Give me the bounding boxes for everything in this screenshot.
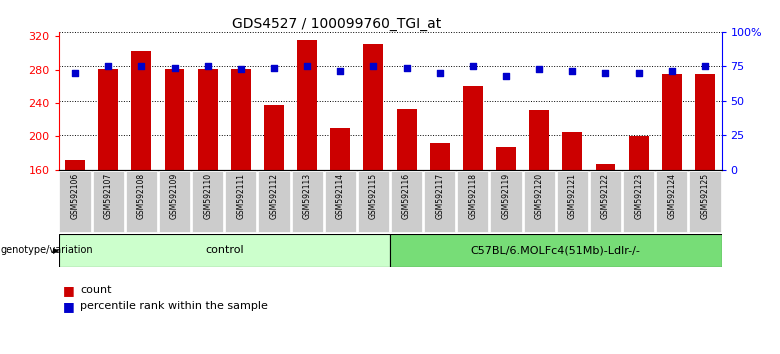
FancyBboxPatch shape [557, 171, 588, 232]
Point [466, 64, 479, 69]
Text: count: count [80, 285, 112, 295]
Point [268, 65, 280, 70]
Point [235, 66, 247, 72]
FancyBboxPatch shape [58, 234, 390, 267]
Text: GSM592121: GSM592121 [568, 173, 577, 219]
Bar [529, 110, 549, 170]
Text: GSM592106: GSM592106 [70, 173, 80, 219]
Text: GSM592108: GSM592108 [136, 173, 146, 219]
Text: GSM592107: GSM592107 [104, 173, 113, 219]
Bar [165, 69, 184, 170]
Text: GSM592119: GSM592119 [502, 173, 511, 219]
Title: GDS4527 / 100099760_TGI_at: GDS4527 / 100099760_TGI_at [232, 17, 441, 31]
FancyBboxPatch shape [358, 171, 389, 232]
Bar [66, 160, 85, 170]
Text: GSM592125: GSM592125 [700, 173, 710, 219]
Bar [629, 136, 649, 170]
Text: C57BL/6.MOLFc4(51Mb)-Ldlr-/-: C57BL/6.MOLFc4(51Mb)-Ldlr-/- [471, 245, 640, 256]
FancyBboxPatch shape [491, 171, 522, 232]
Bar [297, 40, 317, 170]
Text: GSM592123: GSM592123 [634, 173, 644, 219]
Point [665, 68, 678, 73]
Point [633, 70, 645, 76]
Text: GSM592117: GSM592117 [435, 173, 445, 219]
Bar [331, 128, 350, 170]
Text: GSM592111: GSM592111 [236, 173, 246, 219]
Point [500, 73, 512, 79]
Point [434, 70, 446, 76]
Bar [596, 164, 615, 170]
Point [301, 64, 314, 69]
FancyBboxPatch shape [656, 171, 687, 232]
Point [334, 68, 346, 73]
Bar [396, 109, 417, 170]
FancyBboxPatch shape [324, 171, 356, 232]
Point [566, 68, 579, 73]
Text: GSM592112: GSM592112 [269, 173, 278, 219]
Text: GSM592113: GSM592113 [303, 173, 312, 219]
Point [135, 64, 147, 69]
Bar [496, 147, 516, 170]
Text: percentile rank within the sample: percentile rank within the sample [80, 301, 268, 311]
Point [400, 65, 413, 70]
FancyBboxPatch shape [126, 171, 157, 232]
Bar [430, 143, 449, 170]
FancyBboxPatch shape [690, 171, 721, 232]
Point [367, 64, 380, 69]
Bar [363, 44, 383, 170]
Text: GSM592110: GSM592110 [203, 173, 212, 219]
Text: GSM592109: GSM592109 [170, 173, 179, 219]
Text: GSM592118: GSM592118 [468, 173, 477, 219]
Bar [463, 86, 483, 170]
Text: GSM592115: GSM592115 [369, 173, 378, 219]
Point [69, 70, 81, 76]
Bar [131, 51, 151, 170]
Bar [264, 105, 284, 170]
Point [102, 64, 115, 69]
Point [533, 66, 545, 72]
Text: ▶: ▶ [53, 246, 59, 255]
Text: GSM592114: GSM592114 [335, 173, 345, 219]
Text: genotype/variation: genotype/variation [1, 245, 94, 256]
Bar [695, 74, 715, 170]
FancyBboxPatch shape [523, 171, 555, 232]
Text: GSM592122: GSM592122 [601, 173, 610, 219]
Point [201, 64, 214, 69]
FancyBboxPatch shape [93, 171, 124, 232]
Bar [231, 69, 250, 170]
Point [599, 70, 612, 76]
Text: control: control [205, 245, 243, 256]
FancyBboxPatch shape [59, 171, 90, 232]
Bar [198, 69, 218, 170]
FancyBboxPatch shape [457, 171, 488, 232]
Point [699, 64, 711, 69]
Text: GSM592124: GSM592124 [667, 173, 676, 219]
Text: GSM592116: GSM592116 [402, 173, 411, 219]
FancyBboxPatch shape [590, 171, 621, 232]
Bar [98, 69, 119, 170]
Text: GSM592120: GSM592120 [534, 173, 544, 219]
FancyBboxPatch shape [292, 171, 323, 232]
FancyBboxPatch shape [623, 171, 654, 232]
Point [168, 65, 181, 70]
FancyBboxPatch shape [225, 171, 257, 232]
FancyBboxPatch shape [258, 171, 289, 232]
Bar [562, 132, 582, 170]
FancyBboxPatch shape [424, 171, 456, 232]
FancyBboxPatch shape [390, 234, 722, 267]
Bar [661, 74, 682, 170]
FancyBboxPatch shape [192, 171, 223, 232]
FancyBboxPatch shape [391, 171, 422, 232]
Text: ■: ■ [62, 300, 74, 313]
FancyBboxPatch shape [159, 171, 190, 232]
Text: ■: ■ [62, 284, 74, 297]
